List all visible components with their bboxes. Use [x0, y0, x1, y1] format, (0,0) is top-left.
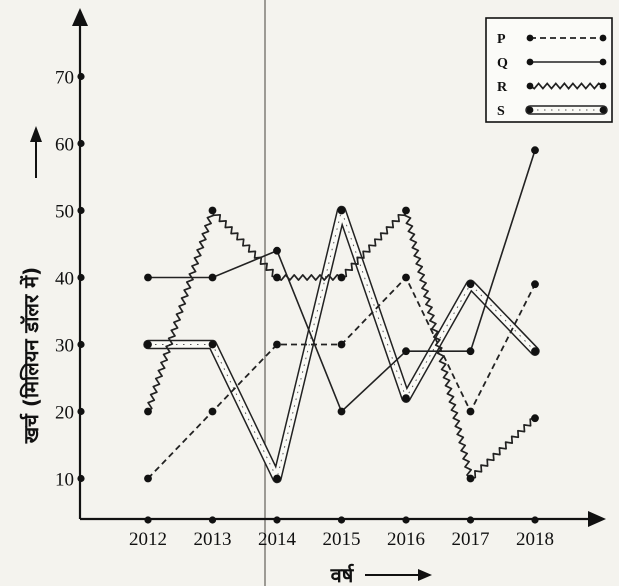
x-tick-label: 2013 — [194, 529, 232, 550]
y-tick-label: 20 — [55, 403, 74, 424]
x-axis-title-group: वर्ष — [330, 563, 432, 586]
legend-label: S — [497, 104, 505, 119]
data-point — [531, 146, 539, 155]
x-tick-label: 2014 — [258, 529, 297, 550]
y-ticks: 10 20 30 40 50 60 70 — [55, 68, 85, 491]
data-point — [337, 273, 346, 282]
y-tick-label: 10 — [55, 470, 74, 491]
data-point — [402, 394, 410, 402]
x-tick-mark — [144, 516, 152, 524]
y-tick-label: 60 — [55, 135, 74, 156]
data-point — [466, 280, 475, 289]
y-tick-mark — [77, 273, 85, 282]
y-tick-mark — [77, 474, 85, 483]
legend-swatch — [529, 82, 604, 90]
legend-swatch-dot — [526, 82, 534, 90]
data-point — [402, 347, 410, 356]
y-tick-mark — [77, 139, 85, 148]
axes — [72, 8, 606, 527]
legend-label: P — [497, 32, 506, 47]
x-axis-arrowhead — [588, 511, 606, 527]
y-tick-mark — [77, 206, 85, 215]
data-point — [466, 407, 475, 416]
data-point — [273, 246, 281, 255]
x-tick-label: 2012 — [129, 529, 167, 550]
legend-swatch-dot — [526, 34, 534, 42]
data-point — [402, 206, 410, 215]
data-point — [531, 414, 539, 423]
x-tick-mark — [466, 516, 475, 524]
data-point — [466, 347, 475, 356]
y-title-arrowhead — [30, 126, 42, 142]
y-axis-title: खर्च (मिलियन डॉलर में) — [19, 267, 43, 444]
y-tick-mark — [77, 340, 85, 349]
data-point — [273, 273, 281, 282]
series-q — [144, 146, 539, 416]
series-r — [144, 206, 539, 483]
x-ticks: 2012 2013 2014 2015 2016 2017 2018 — [129, 516, 554, 550]
y-tick-label: 50 — [55, 202, 74, 223]
x-tick-mark — [273, 516, 281, 524]
series-s — [143, 205, 540, 484]
data-point — [466, 474, 475, 483]
data-point — [337, 340, 346, 349]
legend-swatch-dot — [599, 106, 607, 114]
x-tick-mark — [337, 516, 346, 524]
y-axis-arrowhead — [72, 8, 88, 26]
y-tick-mark — [77, 407, 85, 416]
data-point — [208, 340, 217, 349]
legend-box — [485, 17, 613, 123]
x-tick-mark — [402, 516, 410, 524]
data-point — [531, 280, 539, 289]
data-point — [144, 340, 152, 349]
x-title-arrowhead — [418, 569, 432, 581]
legend-swatch-dot — [599, 58, 607, 66]
y-tick-label: 40 — [55, 269, 74, 290]
legend-label: R — [497, 80, 508, 95]
x-axis-title: वर्ष — [330, 563, 355, 586]
series-p — [144, 273, 539, 483]
data-point — [273, 340, 281, 349]
data-point — [208, 273, 217, 282]
data-point — [144, 273, 152, 282]
legend-label: Q — [497, 56, 508, 71]
x-tick-label: 2017 — [452, 529, 490, 550]
data-point — [402, 273, 410, 282]
y-axis-title-group: खर्च (मिलियन डॉलर में) — [19, 126, 43, 444]
legend-swatch-dot — [599, 34, 607, 42]
data-point — [337, 407, 346, 416]
x-tick-label: 2015 — [323, 529, 361, 550]
x-tick-label: 2016 — [387, 529, 425, 550]
data-point — [208, 407, 217, 416]
data-point — [273, 474, 281, 483]
series-line — [147, 275, 536, 480]
data-point — [208, 206, 217, 215]
x-tick-mark — [531, 516, 539, 524]
data-point — [144, 407, 152, 416]
legend-swatch-dot — [599, 82, 607, 90]
data-point — [144, 474, 152, 483]
x-tick-label: 2018 — [516, 529, 554, 550]
legend-swatch-dot — [526, 106, 534, 114]
series-layer — [143, 146, 540, 484]
y-tick-mark — [77, 72, 85, 81]
x-tick-mark — [208, 516, 217, 524]
y-tick-label: 30 — [55, 336, 74, 357]
y-tick-label: 70 — [55, 68, 74, 89]
data-point — [337, 206, 346, 215]
series-line — [147, 210, 536, 480]
data-point — [531, 347, 539, 356]
legend-swatch-dot — [526, 58, 534, 66]
